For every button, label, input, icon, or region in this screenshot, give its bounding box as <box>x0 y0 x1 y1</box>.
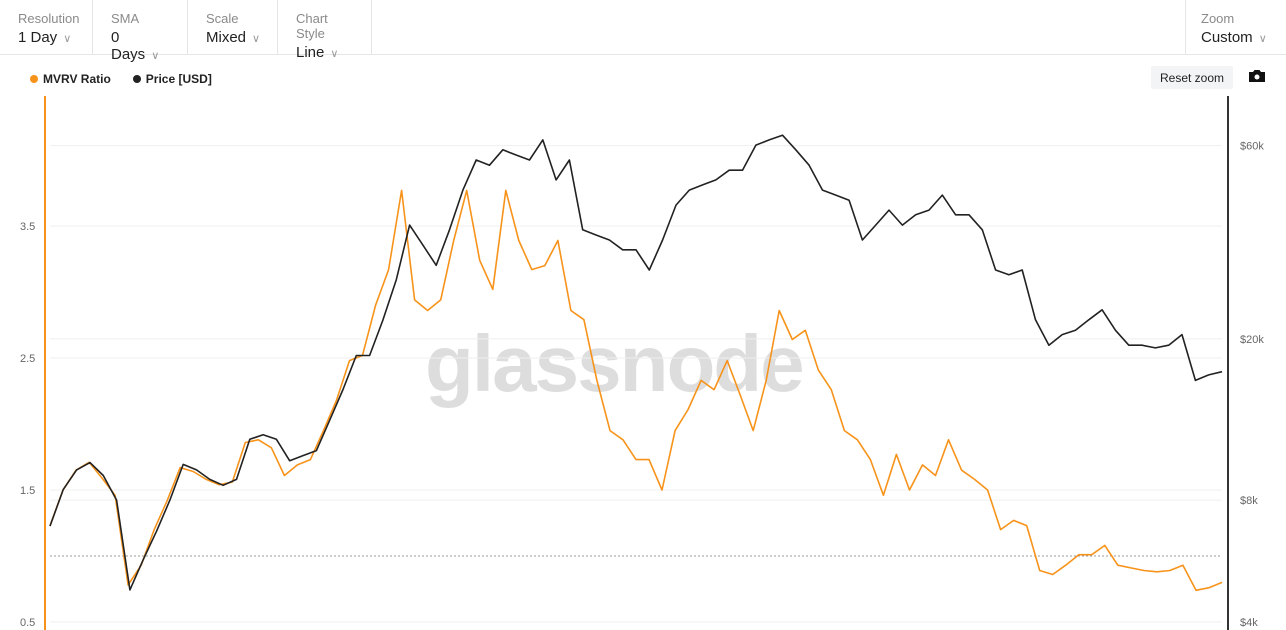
legend-label: MVRV Ratio <box>43 72 111 86</box>
scale-label: Scale <box>206 11 239 26</box>
toolbar: Resolution 1 Day ∨ SMA 0 Days ∨ Scale Mixe… <box>0 0 1286 63</box>
chart-style-value: Line <box>296 44 325 61</box>
legend-item-mvrv[interactable]: MVRV Ratio <box>30 72 111 86</box>
sma-dropdown[interactable]: SMA 0 Days ∨ <box>93 0 188 63</box>
left-tick-label: 3.5 <box>20 221 35 233</box>
resolution-label: Resolution <box>18 11 80 26</box>
right-tick-label: $60k <box>1240 141 1264 153</box>
right-tick-label: $20k <box>1240 334 1264 346</box>
chevron-down-icon: ∨ <box>252 33 261 45</box>
chart-style-dropdown[interactable]: Chart Style Line ∨ <box>278 0 372 61</box>
chart-legend: MVRV Ratio Price [USD] <box>30 72 212 86</box>
reset-zoom-button[interactable]: Reset zoom <box>1151 66 1233 89</box>
glassnode-watermark: glassnode <box>425 319 805 408</box>
right-tick-label: $8k <box>1240 495 1258 507</box>
chevron-down-icon: ∨ <box>1258 33 1267 45</box>
chevron-down-icon: ∨ <box>330 48 339 60</box>
zoom-label: Zoom <box>1201 11 1235 26</box>
left-tick-label: 1.5 <box>20 485 35 497</box>
camera-icon[interactable] <box>1248 69 1266 83</box>
zoom-value: Custom <box>1201 29 1253 46</box>
sma-label: SMA <box>111 11 140 26</box>
resolution-dropdown[interactable]: Resolution 1 Day ∨ <box>0 0 93 54</box>
scale-dropdown[interactable]: Scale Mixed ∨ <box>188 0 278 54</box>
scale-value: Mixed <box>206 29 247 46</box>
resolution-value: 1 Day <box>18 29 58 46</box>
chart-style-label: Chart Style <box>296 11 328 41</box>
right-tick-label: $4k <box>1240 617 1258 629</box>
black-dot-icon <box>132 75 141 83</box>
left-tick-label: 0.5 <box>20 617 35 629</box>
price-line <box>49 134 1223 591</box>
legend-item-price[interactable]: Price [USD] <box>132 72 212 86</box>
legend-label: Price [USD] <box>145 72 212 86</box>
left-tick-label: 2.5 <box>20 353 35 365</box>
sma-value: 0 Days <box>111 29 146 63</box>
orange-dot-icon <box>30 75 38 83</box>
zoom-dropdown[interactable]: Zoom Custom ∨ <box>1185 0 1286 54</box>
mvrv-ratio-line <box>49 189 1223 592</box>
chevron-down-icon: ∨ <box>151 50 160 62</box>
chevron-down-icon: ∨ <box>63 33 72 45</box>
